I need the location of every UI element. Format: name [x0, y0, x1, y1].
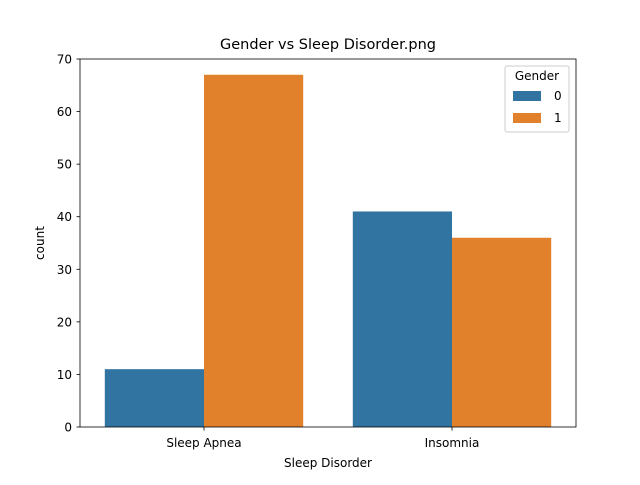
- plot-frame: [79, 58, 577, 428]
- y-tick-label: 60: [57, 105, 72, 119]
- bar-0-sleep-apnea: [104, 369, 204, 427]
- legend-label-1: 1: [554, 111, 562, 125]
- y-axis: 0 10 20 30 40 50 60 70: [57, 53, 80, 435]
- y-tick-label: 10: [57, 368, 72, 382]
- y-tick-label: 40: [57, 210, 72, 224]
- bars-group: [104, 74, 552, 428]
- x-tick-label: Insomnia: [425, 436, 480, 450]
- legend-swatch-1: [513, 113, 541, 123]
- legend-label-0: 0: [554, 89, 562, 103]
- y-tick-label: 30: [57, 263, 72, 277]
- legend-title: Gender: [515, 69, 559, 83]
- legend-swatch-0: [513, 91, 541, 101]
- chart-title: Gender vs Sleep Disorder.png: [220, 37, 436, 53]
- y-tick-label: 50: [57, 158, 72, 172]
- x-tick-label: Sleep Apnea: [166, 436, 241, 450]
- y-tick-label: 0: [64, 421, 72, 435]
- legend: Gender 0 1: [504, 65, 570, 133]
- y-tick-label: 20: [57, 315, 72, 329]
- bar-1-sleep-apnea: [204, 74, 304, 428]
- bar-0-insomnia: [352, 211, 452, 427]
- bar-1-insomnia: [452, 237, 552, 427]
- x-axis-label: Sleep Disorder: [284, 456, 372, 470]
- y-axis-label: count: [33, 226, 47, 260]
- y-tick-label: 70: [57, 53, 72, 67]
- x-axis: Sleep Apnea Insomnia: [166, 427, 479, 450]
